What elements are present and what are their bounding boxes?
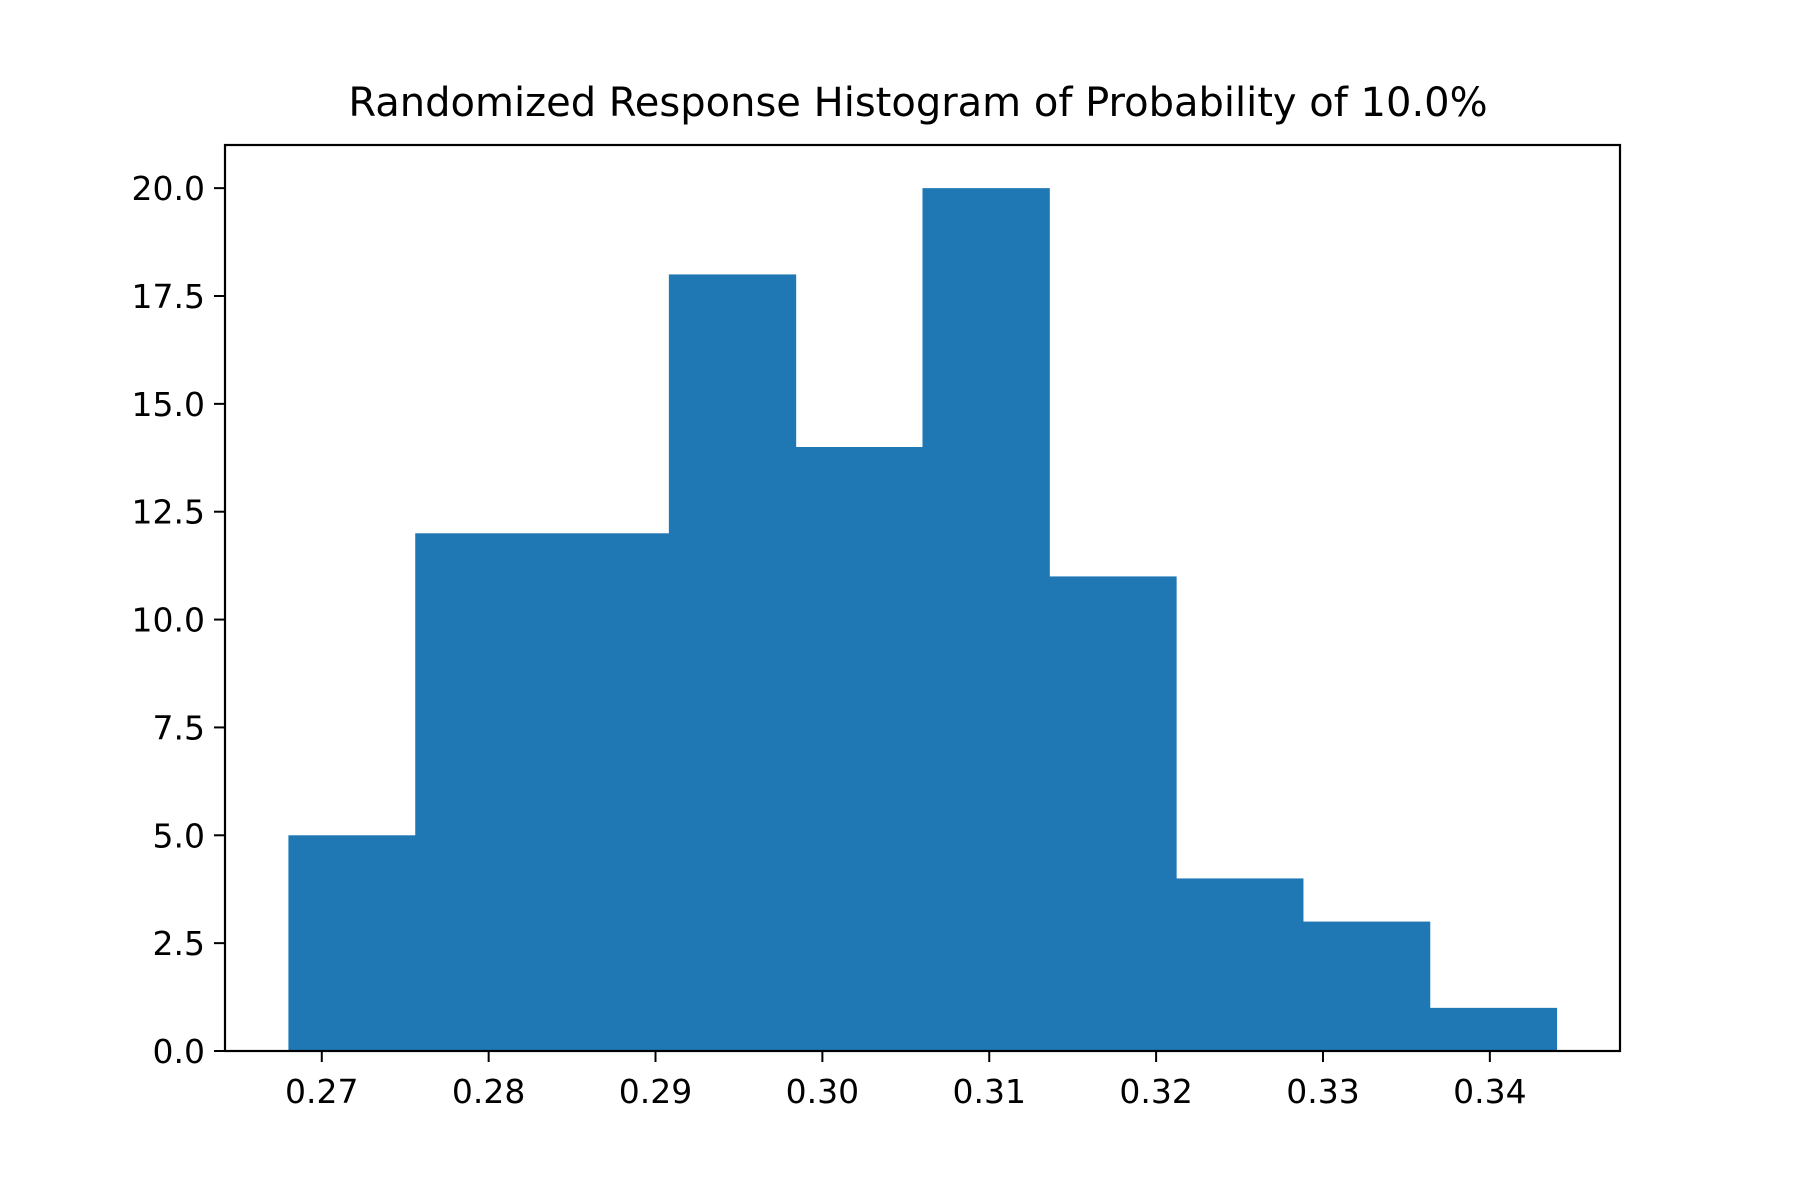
y-tick-label: 2.5	[153, 924, 205, 963]
histogram-bar	[1429, 1007, 1558, 1051]
x-tick-label: 0.30	[786, 1072, 859, 1111]
x-tick-label: 0.28	[452, 1072, 525, 1111]
x-tick-label: 0.29	[619, 1072, 692, 1111]
y-tick-label: 10.0	[132, 601, 205, 640]
y-axis: 0.0 2.5 5.0 7.5 10.0 12.5 15.0 17.5 20.0	[132, 169, 225, 1071]
histogram-bar	[795, 447, 923, 1051]
x-tick-label: 0.31	[953, 1072, 1026, 1111]
y-tick-label: 17.5	[132, 277, 205, 316]
y-tick-label: 7.5	[153, 708, 205, 747]
y-tick-label: 12.5	[132, 493, 205, 532]
histogram-bar	[922, 188, 1050, 1052]
histogram-bar	[1176, 878, 1304, 1051]
histogram-bar	[415, 533, 543, 1051]
y-tick-label: 0.0	[153, 1032, 205, 1071]
x-tick-label: 0.34	[1453, 1072, 1526, 1111]
bars-group	[288, 188, 1558, 1052]
y-tick-label: 20.0	[132, 169, 205, 208]
y-tick-label: 15.0	[132, 385, 205, 424]
x-axis: 0.27 0.28 0.29 0.30 0.31 0.32 0.33 0.34	[285, 1051, 1527, 1111]
histogram-bar	[668, 274, 797, 1051]
chart-title: Randomized Response Histogram of Probabi…	[348, 80, 1487, 126]
histogram-bar	[288, 835, 416, 1051]
plot-frame	[223, 143, 1622, 1053]
x-tick-label: 0.27	[285, 1072, 358, 1111]
histogram-bar	[542, 533, 670, 1051]
x-tick-label: 0.32	[1119, 1072, 1192, 1111]
y-tick-label: 5.0	[153, 816, 205, 855]
histogram-bar	[1302, 921, 1431, 1051]
histogram-bar	[1049, 576, 1177, 1051]
x-tick-label: 0.33	[1286, 1072, 1359, 1111]
